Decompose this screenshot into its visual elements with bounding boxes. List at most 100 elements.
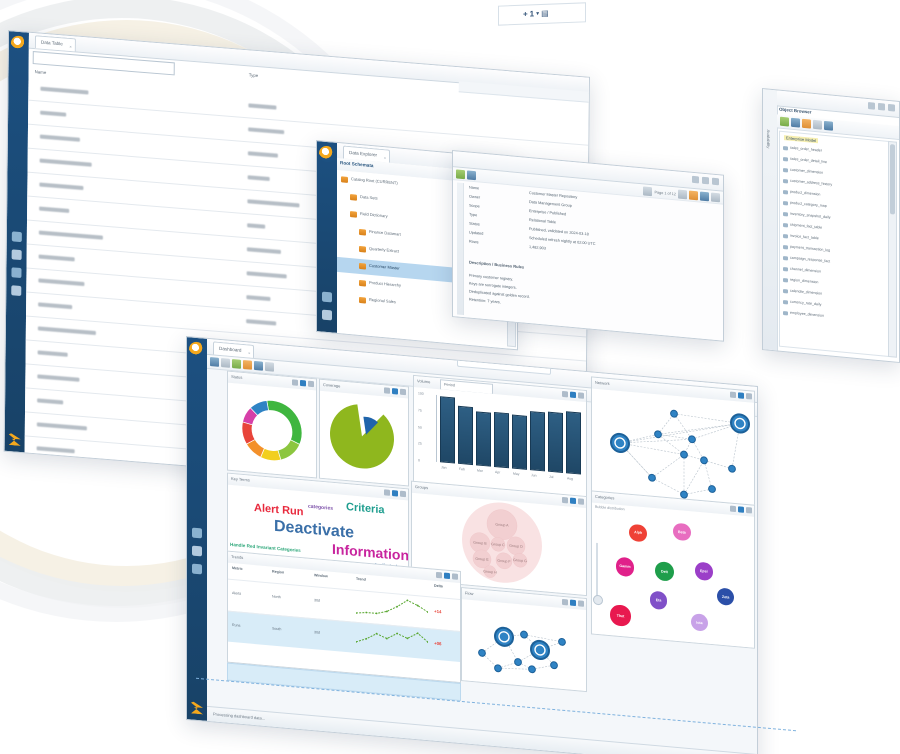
network-node[interactable] bbox=[728, 464, 736, 473]
network-node[interactable] bbox=[654, 430, 662, 439]
bar[interactable] bbox=[476, 411, 491, 467]
minimize-icon[interactable] bbox=[868, 102, 875, 110]
wordcloud-word[interactable]: Criteria bbox=[346, 500, 385, 517]
maximize-icon[interactable] bbox=[570, 391, 576, 399]
network-graph[interactable] bbox=[592, 389, 754, 515]
network-node[interactable] bbox=[670, 409, 678, 418]
tree-item[interactable]: payment_transaction_log bbox=[783, 245, 830, 252]
network-node[interactable] bbox=[558, 637, 566, 646]
side-tab-availability[interactable]: Availability bbox=[766, 129, 771, 149]
network-node[interactable] bbox=[494, 626, 514, 647]
close-icon[interactable] bbox=[308, 380, 314, 388]
tree-item[interactable]: currency_rate_daily bbox=[783, 300, 821, 307]
tree-item[interactable]: shipment_fact_table bbox=[783, 223, 822, 230]
refresh-icon[interactable] bbox=[265, 361, 274, 372]
minimize-icon[interactable] bbox=[692, 175, 699, 184]
rail-grid-icon[interactable] bbox=[11, 231, 22, 243]
zoom-slider-thumb[interactable] bbox=[593, 594, 603, 606]
network-node[interactable] bbox=[520, 630, 528, 639]
filter-icon[interactable] bbox=[791, 117, 800, 128]
maximize-icon[interactable] bbox=[570, 497, 576, 505]
bar[interactable] bbox=[548, 411, 563, 473]
rail-settings-icon[interactable] bbox=[192, 563, 202, 575]
pie-slice[interactable] bbox=[330, 402, 394, 471]
network-node[interactable] bbox=[528, 665, 536, 674]
tree-item[interactable]: sales_order_detail_line bbox=[783, 157, 827, 164]
panel-donut[interactable]: Status bbox=[227, 370, 317, 479]
tree-item[interactable]: channel_dimension bbox=[783, 267, 821, 274]
network-node[interactable] bbox=[700, 456, 708, 465]
bar[interactable] bbox=[530, 411, 545, 472]
bubble[interactable]: Beta bbox=[673, 522, 691, 542]
rail-grid-icon[interactable] bbox=[192, 527, 202, 539]
close-icon[interactable] bbox=[712, 177, 719, 186]
column-header[interactable]: Window bbox=[314, 573, 328, 579]
maximize-icon[interactable] bbox=[392, 388, 398, 395]
pack-circle[interactable]: Group E bbox=[472, 549, 492, 569]
panel-buttons[interactable] bbox=[562, 598, 584, 607]
floating-toolbar[interactable]: + 1 ▾ ▤ bbox=[498, 2, 586, 26]
tree-scrollbar[interactable] bbox=[888, 140, 897, 358]
minimize-icon[interactable] bbox=[384, 387, 390, 394]
tree-item[interactable]: Product Hierarchy bbox=[369, 279, 402, 288]
panel-buttons[interactable] bbox=[292, 379, 314, 388]
next-page-icon[interactable] bbox=[678, 189, 687, 200]
trend-table[interactable]: Metric Region Window Trend Delta Alerts North 3… bbox=[228, 563, 460, 682]
network-node[interactable] bbox=[550, 661, 558, 670]
explorer-rail[interactable] bbox=[317, 141, 337, 333]
maximize-icon[interactable] bbox=[392, 490, 398, 497]
network-node[interactable] bbox=[708, 485, 716, 493]
tree-item[interactable]: product_category_map bbox=[783, 201, 827, 208]
donut-segment[interactable] bbox=[266, 400, 303, 445]
bubble[interactable]: Epsi bbox=[695, 561, 713, 581]
pie-slice[interactable] bbox=[363, 416, 378, 436]
bubble[interactable]: Eta bbox=[649, 590, 668, 610]
window-controls[interactable] bbox=[692, 175, 719, 186]
minimize-icon[interactable] bbox=[562, 496, 568, 504]
tree-item[interactable]: Finance Datamart bbox=[369, 228, 401, 237]
maximize-icon[interactable] bbox=[300, 379, 306, 387]
rail-book-icon[interactable] bbox=[11, 267, 22, 279]
network-node[interactable] bbox=[680, 490, 688, 499]
minimize-icon[interactable] bbox=[384, 489, 390, 496]
add-icon[interactable]: + bbox=[523, 9, 528, 19]
tree-item[interactable]: calendar_dimension bbox=[783, 289, 822, 296]
network-node[interactable] bbox=[494, 664, 502, 673]
tab-data-table[interactable]: Data Table × bbox=[34, 35, 76, 52]
tree-item[interactable]: customer_dimension bbox=[783, 168, 823, 175]
close-icon[interactable] bbox=[452, 573, 458, 580]
panel-small-network[interactable]: Flow bbox=[461, 587, 587, 693]
dashboard-window[interactable]: Dashboard × Untitled Report × bbox=[186, 336, 758, 754]
bubble[interactable]: Delt bbox=[654, 561, 674, 582]
close-icon[interactable] bbox=[578, 498, 584, 505]
minimize-icon[interactable] bbox=[562, 390, 568, 398]
tree-item[interactable]: employee_dimension bbox=[783, 311, 824, 318]
minimize-icon[interactable] bbox=[730, 505, 736, 513]
tree-item[interactable]: Field Dictionary bbox=[360, 211, 388, 219]
export-icon[interactable] bbox=[711, 192, 720, 203]
donut-segment[interactable] bbox=[249, 399, 269, 416]
bubble[interactable]: Iota bbox=[690, 612, 709, 633]
tree-item[interactable]: Data Sets bbox=[360, 194, 378, 201]
properties-editor-window[interactable]: Page 1 of 12 Name Customer Master Reposit… bbox=[452, 150, 724, 342]
maximize-icon[interactable] bbox=[444, 572, 450, 580]
open-icon[interactable] bbox=[221, 358, 230, 368]
tab-dashboard[interactable]: Dashboard × bbox=[213, 341, 255, 358]
panel-network[interactable]: Network bbox=[591, 376, 755, 517]
filter-icon[interactable]: 1 bbox=[529, 9, 535, 19]
open-icon[interactable] bbox=[456, 169, 465, 180]
network-node[interactable] bbox=[680, 450, 688, 459]
panel-buttons[interactable] bbox=[384, 489, 406, 498]
pack-circle[interactable]: Group G bbox=[512, 552, 528, 568]
paste-icon[interactable] bbox=[824, 120, 833, 131]
filter-icon[interactable] bbox=[254, 360, 263, 371]
rail-chart-icon[interactable] bbox=[192, 545, 202, 557]
save-icon[interactable] bbox=[467, 170, 476, 181]
column-header[interactable]: Metric bbox=[232, 566, 243, 571]
rail-collapse-icon[interactable] bbox=[322, 291, 332, 303]
tree-item[interactable]: Quarterly Extract bbox=[369, 245, 400, 254]
maximize-icon[interactable] bbox=[702, 176, 709, 185]
object-tree-window[interactable]: Availability Object Browser Enterprise M… bbox=[762, 88, 900, 364]
minimize-icon[interactable] bbox=[562, 598, 568, 606]
bar[interactable] bbox=[512, 414, 527, 470]
